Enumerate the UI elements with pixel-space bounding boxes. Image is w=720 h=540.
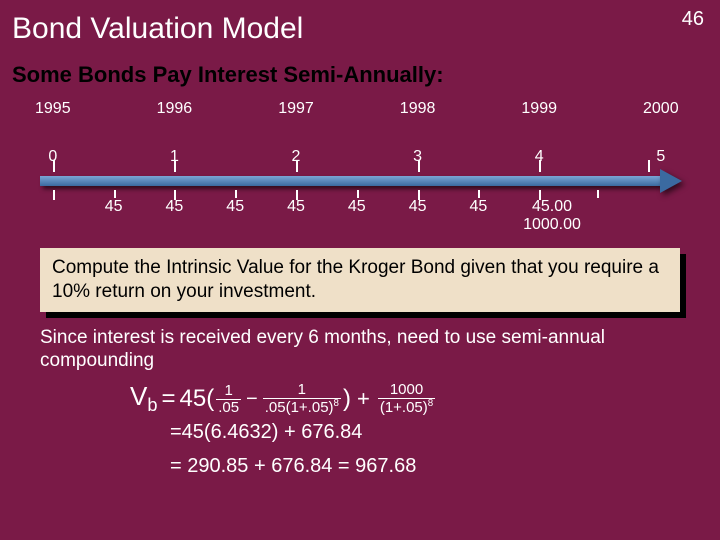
year-label: 1995	[35, 100, 71, 118]
payment-label: 45	[105, 198, 123, 216]
callout-text: Compute the Intrinsic Value for the Krog…	[40, 248, 680, 312]
year-label: 1997	[278, 100, 314, 118]
payment-label: 45	[287, 198, 305, 216]
callout-box: Compute the Intrinsic Value for the Krog…	[40, 248, 680, 312]
fraction-1: 1 .05	[216, 383, 241, 416]
payment-label: 45	[348, 198, 366, 216]
year-label: 1996	[157, 100, 193, 118]
timeline-arrow	[40, 172, 680, 190]
formula-line-2: =45(6.4632) + 676.84	[40, 421, 680, 455]
timeline: 1995 1996 1997 1998 1999 2000 0 1 2 3 4 …	[40, 100, 680, 230]
formula-line-3: = 290.85 + 676.84 = 967.68	[40, 455, 680, 489]
year-label: 1998	[400, 100, 436, 118]
payment-label: 45	[469, 198, 487, 216]
formula-lhs: Vb	[130, 381, 157, 416]
formula-block: Vb = 45 ( 1 .05 − 1 .05(1+.05)8 ) + 1000…	[40, 377, 680, 489]
page-number: 46	[682, 8, 704, 31]
slide-subtitle: Some Bonds Pay Interest Semi-Annually:	[0, 52, 720, 96]
explanation-text: Since interest is received every 6 month…	[40, 326, 680, 374]
payment-label: 45	[165, 198, 183, 216]
period-label: 5	[656, 148, 665, 166]
year-label: 1999	[521, 100, 557, 118]
payment-label: 45	[226, 198, 244, 216]
final-principal: 1000.00	[523, 216, 581, 234]
year-label: 2000	[643, 100, 679, 118]
slide-title: Bond Valuation Model	[0, 0, 720, 52]
fraction-2: 1 .05(1+.05)8	[263, 382, 341, 416]
final-coupon: 45.00	[532, 198, 572, 216]
fraction-3: 1000 (1+.05)8	[378, 382, 435, 416]
payment-label: 45	[409, 198, 427, 216]
